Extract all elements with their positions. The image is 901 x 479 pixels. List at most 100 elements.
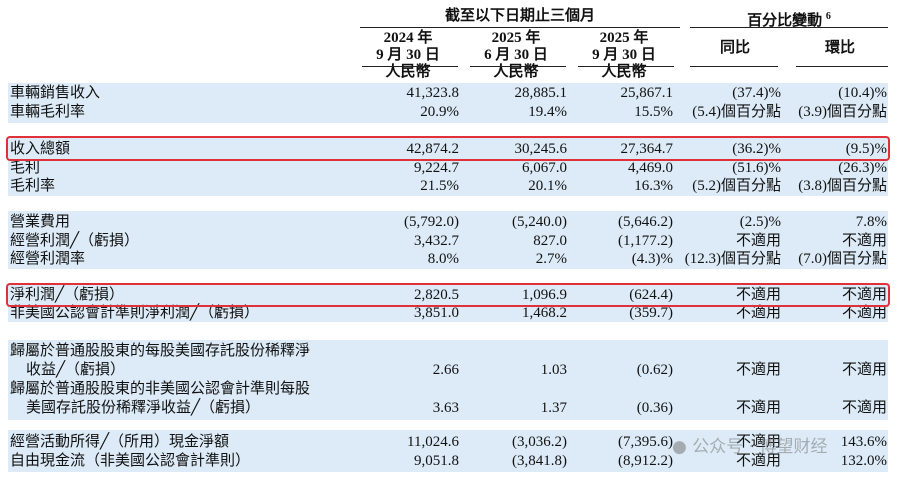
row-label: 歸屬於普通股股東的非美國公認會計準則每股	[10, 381, 311, 397]
period-2-year: 2025 年	[491, 30, 541, 46]
row-label: 歸屬於普通股股東的每股美國存託股份稀釋淨	[10, 343, 311, 359]
cell-period-1: 2.66	[432, 362, 459, 378]
cell-period-2: 827.0	[533, 233, 567, 249]
cell-qoq: (10.4)%	[838, 85, 887, 101]
cell-period-3: (7,395.6)	[618, 434, 673, 450]
cell-yoy: 不適用	[735, 453, 781, 469]
table-row: 自由現金流（非美國公認會計準則） 9,051.8 (3,841.8) (8,91…	[0, 452, 901, 470]
band-b	[8, 138, 888, 196]
band-f	[8, 430, 888, 472]
period-3-year: 2025 年	[599, 30, 649, 46]
cell-period-1: 3,432.7	[414, 233, 459, 249]
cell-period-3: 15.5%	[634, 104, 673, 120]
cell-period-2: 19.4%	[528, 104, 567, 120]
cell-period-2: (3,036.2)	[512, 434, 567, 450]
row-label-cont: 美國存託股份稀釋淨收益╱（虧損）	[26, 400, 261, 416]
cell-period-2: 2.7%	[535, 251, 567, 267]
cell-period-1: 3.63	[432, 400, 459, 416]
band-c	[8, 211, 888, 269]
cell-yoy: (51.6)%	[732, 160, 781, 176]
period-1-heading: 2024 年 9 月 30 日 人民幣	[358, 30, 458, 81]
cell-yoy: 不適用	[735, 305, 781, 321]
period-3-heading: 2025 年 9 月 30 日 人民幣	[574, 30, 674, 81]
cell-yoy: (2.5)%	[739, 214, 781, 230]
yoy-heading: 同比	[719, 40, 750, 56]
cell-qoq: 不適用	[841, 305, 887, 321]
cell-qoq: 不適用	[841, 233, 887, 249]
cell-qoq: (3.9)個百分點	[798, 104, 887, 120]
change-group-rule	[690, 27, 888, 28]
cell-yoy: 不適用	[735, 287, 781, 303]
table-row: 車輛銷售收入 41,323.8 28,885.1 25,867.1 (37.4)…	[0, 84, 901, 102]
watermark: ● 公众号 · 博望财经	[672, 432, 827, 457]
cell-period-2: 1.03	[540, 362, 567, 378]
period-3-date: 9 月 30 日	[592, 47, 656, 63]
table-row: 車輛毛利率 20.9% 19.4% 15.5% (5.4)個百分點 (3.9)個…	[0, 103, 901, 121]
cell-period-2: 1,468.2	[522, 305, 567, 321]
table-row: 非美國公認會計準則淨利潤╱（虧損） 3,851.0 1,468.2 (359.7…	[0, 304, 901, 322]
cell-period-2: (5,240.0)	[512, 214, 567, 230]
row-label-cont: 收益╱（虧損）	[26, 362, 126, 378]
band-e	[8, 340, 888, 420]
row-label: 經營利潤╱（虧損）	[10, 233, 140, 249]
cell-qoq: (9.5)%	[845, 141, 887, 157]
period-2-heading: 2025 年 6 月 30 日 人民幣	[466, 30, 566, 81]
period-3-currency: 人民幣	[601, 64, 647, 80]
cell-period-3: (359.7)	[629, 305, 673, 321]
cell-period-3: (8,912.2)	[618, 453, 673, 469]
cell-period-1: 11,024.6	[407, 434, 459, 450]
table-row: 經營活動所得╱（所用）現金淨額 11,024.6 (3,036.2) (7,39…	[0, 433, 901, 451]
band-d	[8, 284, 888, 322]
cell-period-3: 25,867.1	[620, 85, 674, 101]
cell-period-3: 4,469.0	[628, 160, 673, 176]
cell-period-3: (0.36)	[636, 400, 673, 416]
period-1-rule	[362, 66, 458, 67]
cell-period-2: 20.1%	[528, 178, 567, 194]
period-1-date: 9 月 30 日	[376, 47, 440, 63]
cell-period-3: (4.3)%	[631, 251, 673, 267]
row-label: 經營利潤率	[10, 251, 86, 267]
wechat-icon: ●	[672, 437, 687, 457]
table-row: 毛利 9,224.7 6,067.0 4,469.0 (51.6)% (26.3…	[0, 159, 901, 177]
table-row: 收益╱（虧損） 2.66 1.03 (0.62) 不適用 不適用	[0, 361, 901, 379]
band-a	[8, 83, 888, 123]
period-2-date: 6 月 30 日	[484, 47, 548, 63]
cell-period-3: (624.4)	[629, 287, 673, 303]
cell-yoy: (5.4)個百分點	[692, 104, 781, 120]
cell-yoy: 不適用	[735, 434, 781, 450]
row-label: 毛利	[10, 160, 41, 176]
cell-period-1: 20.9%	[420, 104, 459, 120]
cell-period-2: (3,841.8)	[512, 453, 567, 469]
cell-qoq: (26.3)%	[838, 160, 887, 176]
highlight-net-profit	[6, 283, 890, 307]
cell-qoq: 不適用	[841, 362, 887, 378]
qoq-heading: 環比	[824, 40, 855, 56]
cell-yoy: 不適用	[735, 362, 781, 378]
cell-qoq: (7.0)個百分點	[798, 251, 887, 267]
cell-yoy: 不適用	[735, 233, 781, 249]
row-label: 營業費用	[10, 214, 71, 230]
cell-period-3: 27,364.7	[620, 141, 674, 157]
cell-qoq: 143.6%	[840, 434, 887, 450]
table-row: 淨利潤╱（虧損） 2,820.5 1,096.9 (624.4) 不適用 不適用	[0, 286, 901, 304]
table-row-label-line-1: 歸屬於普通股股東的非美國公認會計準則每股	[0, 380, 901, 398]
period-1-currency: 人民幣	[385, 64, 431, 80]
row-label: 車輛銷售收入	[10, 85, 101, 101]
cell-yoy: 不適用	[735, 400, 781, 416]
cell-qoq: (3.8)個百分點	[798, 178, 887, 194]
cell-qoq: 132.0%	[840, 453, 887, 469]
cell-period-2: 1,096.9	[522, 287, 567, 303]
period-3-rule	[578, 66, 674, 67]
table-row: 美國存託股份稀釋淨收益╱（虧損） 3.63 1.37 (0.36) 不適用 不適…	[0, 399, 901, 417]
cell-period-1: 9,051.8	[414, 453, 459, 469]
change-group-heading: 百分比變動 6	[690, 8, 888, 30]
qoq-rule	[796, 66, 888, 67]
cell-period-1: 3,851.0	[414, 305, 459, 321]
cell-qoq: 不適用	[841, 287, 887, 303]
watermark-text: 公众号 · 博望财经	[692, 437, 828, 457]
row-label: 車輛毛利率	[10, 104, 86, 120]
yoy-rule	[690, 66, 778, 67]
row-label: 非美國公認會計準則淨利潤╱（虧損）	[10, 305, 260, 321]
cell-yoy: (36.2)%	[732, 141, 781, 157]
cell-period-3: (1,177.2)	[618, 233, 673, 249]
